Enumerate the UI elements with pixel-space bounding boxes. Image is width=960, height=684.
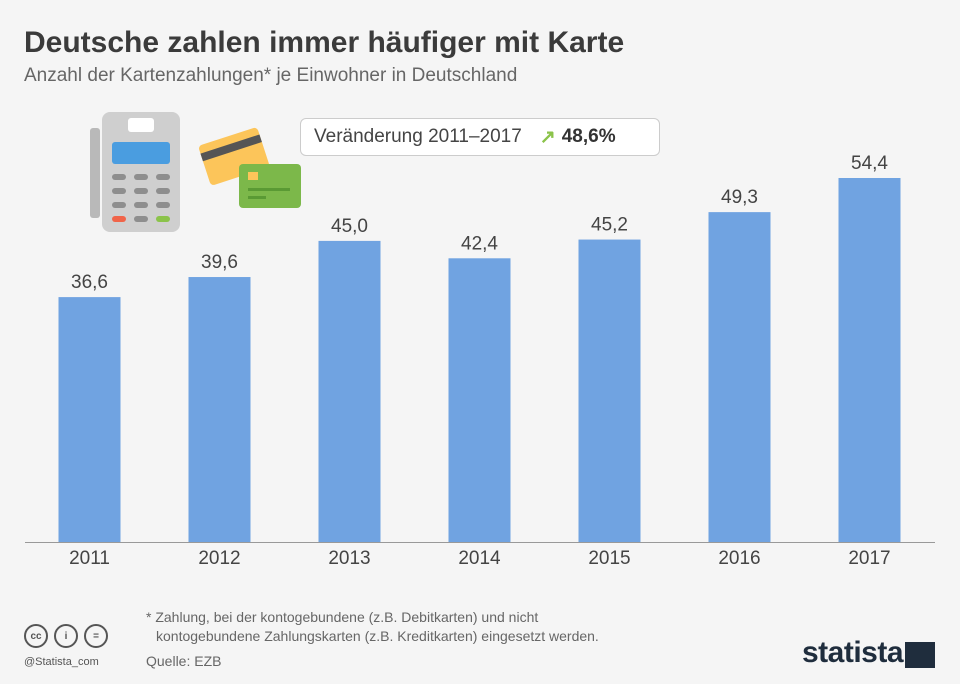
source: Quelle: EZB [146,653,222,669]
x-tick-label-2014: 2014 [458,548,501,569]
x-tick-label-2017: 2017 [848,548,890,569]
data-label-2014: 42,4 [461,233,498,254]
change-callout: Veränderung 2011–2017 ↗ 48,6% [300,118,660,156]
data-label-2013: 45,0 [331,216,368,237]
bar-2014 [448,258,511,542]
change-label: Veränderung 2011–2017 [314,126,522,147]
change-value: 48,6% [561,126,616,147]
data-label-2012: 39,6 [201,252,238,273]
subtitle: Anzahl der Kartenzahlungen* je Einwohner… [24,65,518,86]
footnote-line-2: kontogebundene Zahlungskarten (z.B. Kred… [156,628,599,644]
license-icons: cc i = [24,624,108,648]
data-label-2016: 49,3 [721,187,758,208]
x-tick-label-2012: 2012 [198,548,240,569]
payment-terminal-illustration [90,112,301,232]
bar-chart: 36,6 2011 39,6 2012 45,0 2013 42,4 2014 45,2 2015… [25,153,935,569]
bar-2011 [58,297,121,542]
footnote: * Zahlung, bei der kontogebundene (z.B. … [146,608,599,646]
attribution-icon: i [54,624,78,648]
statista-handle[interactable]: @Statista_com [24,656,99,668]
x-tick-label-2013: 2013 [328,548,370,569]
bar-2012 [188,277,251,542]
cc-icon: cc [24,624,48,648]
arrow-up-right-icon: ↗ [539,126,556,148]
bar-2017 [838,178,901,542]
bar-2016 [708,212,771,542]
footnote-line-1: * Zahlung, bei der kontogebundene (z.B. … [146,609,539,625]
no-derivatives-icon: = [84,624,108,648]
page-title: Deutsche zahlen immer häufiger mit Karte [24,26,625,59]
data-label-2015: 45,2 [591,215,628,236]
x-tick-label-2011: 2011 [69,548,110,569]
x-tick-label-2016: 2016 [718,548,760,569]
bar-2015 [578,239,641,542]
statista-logo[interactable]: statista [802,636,904,669]
statista-logo-mark [905,642,935,668]
data-label-2011: 36,6 [71,272,108,293]
x-tick-label-2015: 2015 [588,548,630,569]
bar-2013 [318,240,381,542]
data-label-2017: 54,4 [851,153,888,174]
